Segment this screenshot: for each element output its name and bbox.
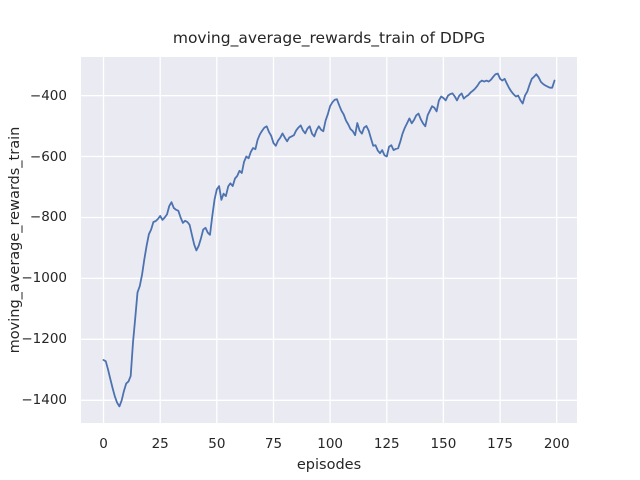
y-tick-label: −1000 — [21, 270, 67, 287]
x-tick-label: 100 — [317, 436, 344, 452]
x-tick-label: 200 — [543, 436, 570, 452]
x-tick-label: 25 — [151, 436, 169, 452]
y-tick-label: −400 — [29, 87, 67, 104]
plot-area — [81, 57, 577, 423]
x-tick-label: 175 — [487, 436, 513, 452]
x-tick-label: 150 — [430, 436, 457, 452]
x-tick-label: 125 — [373, 436, 400, 452]
x-tick-label: 50 — [208, 436, 226, 452]
x-tick-label: 75 — [264, 436, 283, 452]
series-line-moving_average_rewards_train — [102, 72, 556, 408]
series-lines — [102, 72, 556, 408]
y-tick-label: −600 — [29, 148, 67, 165]
y-tick-label: −1400 — [21, 392, 67, 409]
chart-title: moving_average_rewards_train of DDPG — [172, 29, 486, 47]
x-tick-label: 0 — [99, 436, 108, 452]
gridlines — [81, 57, 577, 423]
y-tick-label: −1200 — [21, 331, 67, 348]
y-axis-label-text: moving_average_rewards_train — [7, 126, 23, 354]
chart-canvas — [81, 57, 577, 423]
x-axis-label: episodes — [296, 457, 362, 473]
y-tick-label: −800 — [29, 209, 67, 226]
